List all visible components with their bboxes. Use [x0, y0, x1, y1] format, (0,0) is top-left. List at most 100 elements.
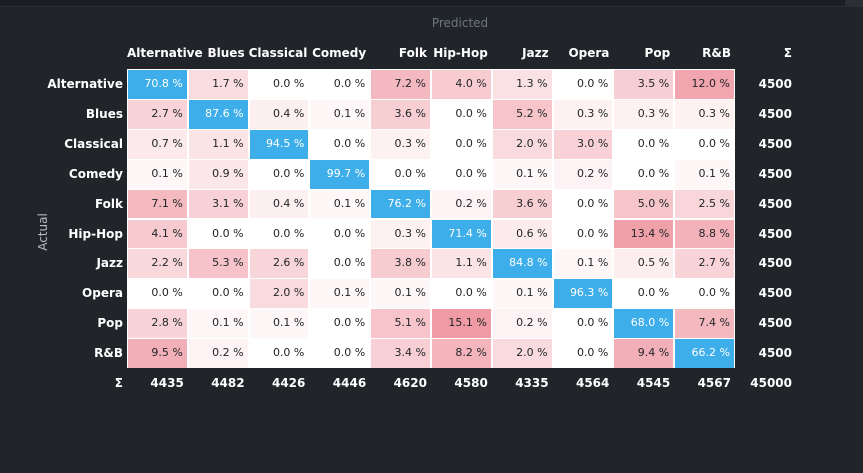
matrix-cell: 5.2 % — [492, 99, 552, 129]
matrix-cell: 0.9 % — [188, 159, 248, 189]
matrix-cell: 0.0 % — [128, 279, 187, 309]
matrix-cell: 0.1 % — [310, 99, 370, 129]
matrix-cell: 5.3 % — [188, 249, 248, 279]
matrix-cell: 0.6 % — [492, 219, 552, 249]
matrix-cell: 0.3 % — [614, 99, 674, 129]
grand-total: 45000 — [750, 376, 792, 390]
row-header: Opera — [82, 286, 123, 301]
matrix-cell: 4.1 % — [128, 219, 187, 249]
matrix-cell: 8.2 % — [432, 339, 491, 368]
matrix-cell-diagonal: 66.2 % — [675, 339, 734, 368]
column-header: Opera — [568, 46, 610, 60]
matrix-cell: 2.0 % — [249, 279, 309, 309]
matrix-cell: 0.1 % — [371, 279, 430, 309]
matrix-cell: 0.0 % — [371, 159, 430, 189]
confusion-matrix-grid: 70.8 % 1.7 % 0.0 % 0.0 % 7.2 % 4.0 % 1.3 % 0.0 … — [127, 69, 735, 368]
matrix-cell: 0.0 % — [249, 339, 309, 368]
matrix-cell: 5.0 % — [614, 189, 674, 219]
matrix-cell: 0.3 % — [371, 129, 430, 159]
matrix-cell: 0.0 % — [310, 129, 370, 159]
matrix-cell: 0.0 % — [188, 219, 248, 249]
row-sum: 4500 — [758, 106, 792, 121]
row-sum: 4500 — [758, 316, 792, 331]
matrix-cell: 13.4 % — [614, 219, 674, 249]
matrix-cell: 2.5 % — [675, 189, 734, 219]
matrix-cell: 0.1 % — [492, 279, 552, 309]
matrix-cell: 0.2 % — [432, 189, 491, 219]
matrix-cell: 0.4 % — [249, 189, 309, 219]
matrix-cell: 12.0 % — [675, 70, 734, 99]
row-header: Blues — [85, 106, 123, 121]
matrix-cell: 0.0 % — [310, 309, 370, 339]
matrix-cell: 0.0 % — [614, 159, 674, 189]
matrix-cell-diagonal: 84.8 % — [492, 249, 552, 279]
window-tab — [845, 0, 863, 6]
column-sum: 4426 — [271, 376, 306, 390]
matrix-cell: 0.0 % — [188, 279, 248, 309]
matrix-cell: 0.3 % — [675, 99, 734, 129]
matrix-cell: 2.0 % — [492, 339, 552, 368]
row-sum: 4500 — [758, 77, 792, 91]
matrix-cell: 2.8 % — [128, 309, 187, 339]
column-sum: 4564 — [575, 376, 610, 390]
matrix-cell: 3.0 % — [553, 129, 613, 159]
matrix-cell: 0.1 % — [128, 159, 187, 189]
column-header: Folk — [398, 46, 427, 60]
matrix-cell: 2.0 % — [492, 129, 552, 159]
matrix-cell-diagonal: 71.4 % — [432, 219, 491, 249]
matrix-cell: 9.5 % — [128, 339, 187, 368]
matrix-cell-diagonal: 99.7 % — [310, 159, 370, 189]
matrix-cell: 3.1 % — [188, 189, 248, 219]
row-sum: 4500 — [758, 136, 792, 151]
matrix-cell: 0.2 % — [553, 159, 613, 189]
row-sum: 4500 — [758, 226, 792, 241]
matrix-cell-diagonal: 96.3 % — [553, 279, 613, 309]
matrix-cell: 3.5 % — [614, 70, 674, 99]
matrix-cell: 1.3 % — [492, 70, 552, 99]
matrix-cell-diagonal: 87.6 % — [188, 99, 248, 129]
matrix-cell: 1.1 % — [188, 129, 248, 159]
row-sum: 4500 — [758, 196, 792, 211]
matrix-cell: 0.7 % — [128, 129, 187, 159]
row-header: Jazz — [96, 256, 123, 271]
matrix-cell: 3.6 % — [371, 99, 430, 129]
matrix-cell: 0.0 % — [310, 219, 370, 249]
matrix-cell: 7.1 % — [128, 189, 187, 219]
row-header: Comedy — [68, 166, 123, 181]
row-header: Classical — [64, 136, 123, 151]
row-header: Hip-Hop — [68, 226, 123, 241]
matrix-cell: 0.0 % — [249, 70, 309, 99]
matrix-cell: 3.8 % — [371, 249, 430, 279]
matrix-cell: 0.0 % — [553, 339, 613, 368]
matrix-cell: 2.7 % — [675, 249, 734, 279]
matrix-cell: 0.2 % — [492, 309, 552, 339]
matrix-cell: 0.0 % — [675, 129, 734, 159]
matrix-cell: 0.1 % — [675, 159, 734, 189]
matrix-cell-diagonal: 94.5 % — [249, 129, 309, 159]
column-header: Blues — [207, 46, 245, 60]
matrix-cell: 0.1 % — [492, 159, 552, 189]
column-header: R&B — [702, 46, 731, 60]
matrix-cell: 0.3 % — [553, 99, 613, 129]
matrix-cell: 0.0 % — [553, 309, 613, 339]
row-header: Pop — [97, 316, 123, 331]
matrix-cell-diagonal: 76.2 % — [371, 189, 430, 219]
matrix-cell: 0.0 % — [553, 189, 613, 219]
column-sum: 4435 — [150, 376, 184, 390]
matrix-cell: 0.1 % — [310, 279, 370, 309]
window-top-bar — [0, 0, 863, 7]
column-sum: 4545 — [636, 376, 671, 390]
matrix-cell: 9.4 % — [614, 339, 674, 368]
row-header: Alternative — [47, 77, 123, 91]
row-sum: 4500 — [758, 286, 792, 301]
column-header: Jazz — [522, 46, 549, 60]
matrix-cell: 15.1 % — [432, 309, 491, 339]
matrix-cell: 0.2 % — [188, 339, 248, 368]
matrix-cell: 7.4 % — [675, 309, 734, 339]
matrix-cell: 0.1 % — [249, 309, 309, 339]
matrix-cell: 0.1 % — [553, 249, 613, 279]
matrix-cell: 3.6 % — [492, 189, 552, 219]
matrix-cell: 0.0 % — [310, 70, 370, 99]
matrix-cell: 1.7 % — [188, 70, 248, 99]
row-sum: 4500 — [758, 256, 792, 271]
